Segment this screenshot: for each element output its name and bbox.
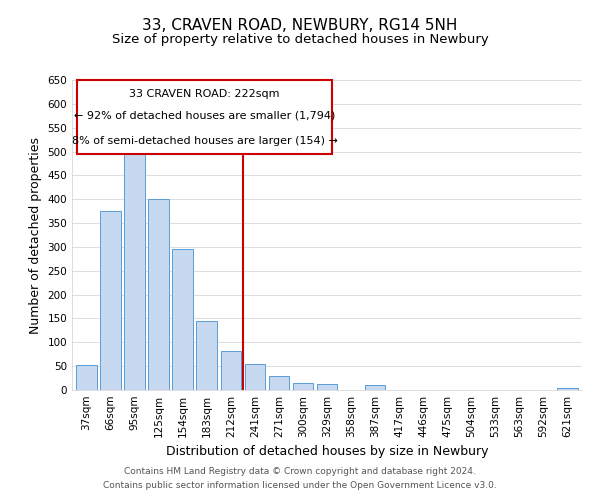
Bar xyxy=(365,385,385,390)
Text: 33 CRAVEN ROAD: 222sqm: 33 CRAVEN ROAD: 222sqm xyxy=(130,90,280,100)
Bar xyxy=(269,376,289,390)
Bar xyxy=(172,250,193,390)
Bar xyxy=(148,199,169,390)
Text: 8% of semi-detached houses are larger (154) →: 8% of semi-detached houses are larger (1… xyxy=(71,136,338,146)
Bar xyxy=(293,383,313,390)
Bar xyxy=(557,388,578,390)
Y-axis label: Number of detached properties: Number of detached properties xyxy=(29,136,42,334)
Bar xyxy=(196,321,217,390)
Text: Contains HM Land Registry data © Crown copyright and database right 2024.: Contains HM Land Registry data © Crown c… xyxy=(124,467,476,476)
Text: 33, CRAVEN ROAD, NEWBURY, RG14 5NH: 33, CRAVEN ROAD, NEWBURY, RG14 5NH xyxy=(142,18,458,32)
X-axis label: Distribution of detached houses by size in Newbury: Distribution of detached houses by size … xyxy=(166,446,488,458)
Bar xyxy=(100,211,121,390)
Text: Size of property relative to detached houses in Newbury: Size of property relative to detached ho… xyxy=(112,32,488,46)
Bar xyxy=(245,364,265,390)
Bar xyxy=(76,365,97,390)
FancyBboxPatch shape xyxy=(77,80,332,154)
Bar xyxy=(221,351,241,390)
Text: ← 92% of detached houses are smaller (1,794): ← 92% of detached houses are smaller (1,… xyxy=(74,110,335,120)
Text: Contains public sector information licensed under the Open Government Licence v3: Contains public sector information licen… xyxy=(103,481,497,490)
Bar xyxy=(124,144,145,390)
Bar xyxy=(317,384,337,390)
